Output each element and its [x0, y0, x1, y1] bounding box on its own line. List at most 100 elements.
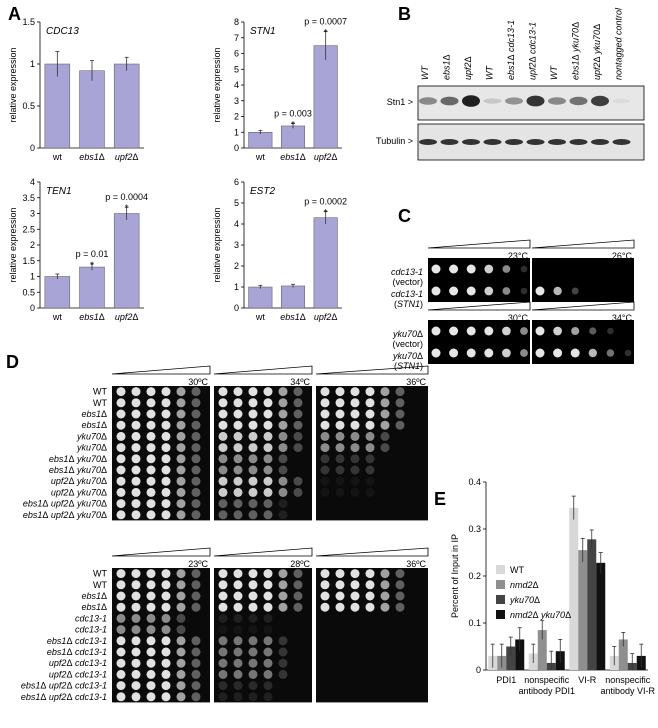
colony-spot — [588, 348, 597, 358]
colony-spot — [191, 420, 201, 430]
significance-star: * — [324, 27, 328, 37]
colony-spot — [293, 409, 303, 419]
colony-spot — [395, 580, 405, 590]
colony-spot — [131, 692, 141, 702]
colony-spot — [161, 487, 171, 497]
colony-spot — [146, 409, 156, 419]
colony-spot — [320, 443, 330, 453]
colony-spot — [131, 476, 141, 486]
colony-spot — [502, 265, 511, 273]
colony-spot — [278, 420, 288, 430]
lane-label: WT — [485, 65, 495, 80]
legend-label: WT — [510, 565, 524, 575]
colony-spot — [263, 487, 273, 497]
colony-spot — [520, 327, 528, 335]
colony-spot — [502, 326, 511, 336]
colony-spot — [233, 636, 243, 646]
colony-spot — [233, 602, 243, 612]
colony-spot — [535, 326, 545, 336]
tubulin-band — [569, 139, 588, 145]
plasmid-label: (STN1) — [394, 299, 423, 309]
colony-spot — [191, 569, 201, 579]
panel-letter-a: A — [8, 4, 21, 24]
bar — [313, 217, 338, 309]
colony-spot — [176, 420, 186, 430]
colony-spot — [263, 499, 273, 509]
strain-label: cdc13-1 — [391, 289, 423, 299]
colony-spot — [263, 431, 273, 441]
colony-spot — [350, 387, 360, 397]
colony-spot — [293, 569, 303, 579]
bar — [618, 639, 628, 670]
strain-label: ebs1Δ upf2Δ yku70Δ — [23, 499, 107, 509]
panel-letter-c: C — [398, 206, 411, 226]
colony-spot — [395, 569, 405, 579]
bar — [79, 266, 105, 309]
chart-est2: 0 1 2 3 4 5 6 EST2 relative expression wt ebs1Δ upf… — [212, 177, 347, 322]
x-tick-label: wt — [255, 312, 265, 322]
colony-spot — [335, 443, 345, 453]
significance-star: * — [90, 260, 94, 270]
y-tick-label: 0 — [30, 143, 35, 153]
colony-spot — [248, 602, 258, 612]
colony-spot — [520, 349, 528, 357]
colony-spot — [116, 569, 126, 579]
colony-spot — [263, 692, 273, 702]
colony-spot — [176, 499, 186, 509]
colony-spot — [248, 465, 258, 475]
colony-spot — [218, 443, 228, 453]
plasmid-label: (STN1) — [394, 361, 423, 371]
colony-spot — [161, 465, 171, 475]
colony-spot — [146, 647, 156, 657]
panel-letter-d: D — [6, 352, 19, 372]
colony-spot — [607, 327, 614, 335]
colony-spot — [395, 602, 405, 612]
colony-spot — [176, 431, 186, 441]
colony-spot — [484, 326, 494, 336]
colony-spot — [263, 510, 273, 520]
colony-spot — [248, 443, 258, 453]
panel-b: WT ebs1Δ upf2Δ WT ebs1Δ cdc13-1 upf2Δ cdc13-1… — [376, 7, 645, 161]
colony-spot — [218, 454, 228, 464]
colony-spot — [233, 510, 243, 520]
colony-spot — [233, 465, 243, 475]
colony-spot — [176, 398, 186, 408]
strain-label: yku70Δ — [392, 351, 423, 361]
colony-spot — [365, 398, 375, 408]
y-tick-label: 0 — [234, 303, 239, 313]
y-tick-label: 0 — [30, 303, 35, 313]
colony-spot — [233, 580, 243, 590]
colony-spot — [191, 443, 201, 453]
colony-spot — [320, 398, 330, 408]
dilution-wedge — [111, 365, 211, 375]
colony-spot — [535, 286, 545, 296]
colony-spot — [176, 681, 186, 691]
panel-a: 0 0.5 1 1.5 CDC13 relative expression wt ebs1Δ u… — [8, 16, 347, 322]
colony-spot — [535, 348, 545, 358]
y-tick-label: 1 — [234, 127, 239, 137]
colony-spot — [233, 398, 243, 408]
x-tick-label: ebs1Δ — [280, 312, 306, 322]
p-value-label: p = 0.0004 — [105, 192, 148, 202]
colony-spot — [116, 465, 126, 475]
colony-spot — [116, 692, 126, 702]
y-axis-label: relative expression — [8, 47, 18, 122]
colony-spot — [191, 476, 201, 486]
colony-spot — [293, 580, 303, 590]
dilution-wedge — [427, 239, 531, 249]
colony-spot — [278, 510, 288, 520]
colony-spot — [146, 669, 156, 679]
bar — [248, 132, 273, 149]
significance-star: * — [291, 120, 295, 130]
colony-spot — [131, 398, 141, 408]
bar — [44, 63, 71, 149]
strain-label: upf2Δ yku70Δ — [51, 476, 107, 486]
stn1-band — [462, 95, 480, 107]
colony-spot — [116, 431, 126, 441]
panel-letter-b: B — [398, 4, 411, 24]
colony-spot — [350, 487, 360, 497]
colony-spot — [131, 602, 141, 612]
colony-spot — [380, 431, 390, 441]
colony-spot — [161, 510, 171, 520]
colony-spot — [263, 681, 273, 691]
